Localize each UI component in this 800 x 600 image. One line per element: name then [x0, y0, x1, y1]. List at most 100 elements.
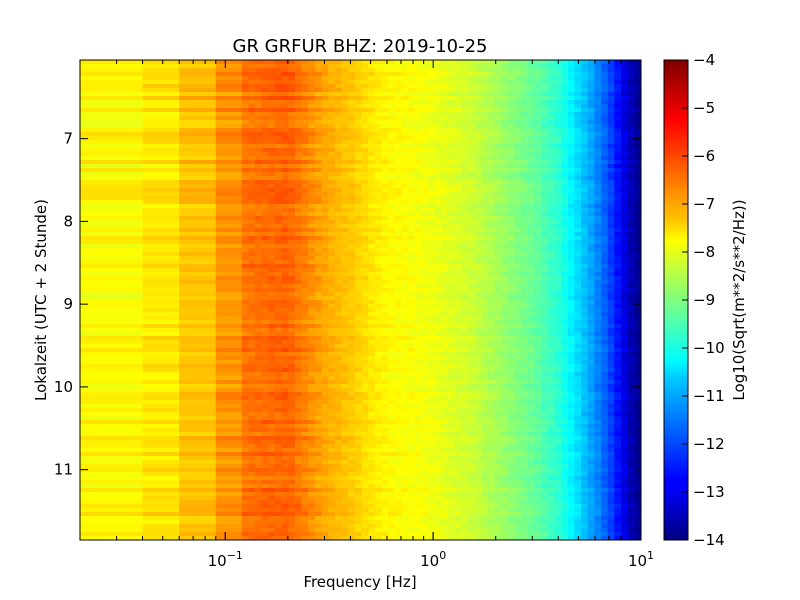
heatmap-cell — [514, 108, 522, 113]
heatmap-cell — [527, 172, 536, 177]
heatmap-cell — [621, 320, 629, 325]
heatmap-cell — [308, 164, 316, 169]
heatmap-cell — [454, 124, 462, 129]
heatmap-cell — [448, 276, 456, 281]
heatmap-cell — [348, 168, 356, 173]
heatmap-cell — [394, 288, 403, 293]
heatmap-cell — [494, 292, 502, 297]
heatmap-cell — [361, 84, 369, 89]
heatmap-cell — [248, 280, 256, 285]
heatmap-cell — [461, 208, 469, 213]
heatmap-cell — [507, 304, 516, 309]
heatmap-cell — [587, 292, 596, 297]
heatmap-cell — [601, 132, 609, 137]
heatmap-cell — [621, 188, 629, 193]
heatmap-cell — [481, 216, 489, 221]
heatmap-cell — [394, 248, 403, 253]
heatmap-cell — [634, 140, 641, 145]
heatmap-cell — [454, 132, 462, 137]
heatmap-cell — [461, 136, 469, 141]
heatmap-cell — [627, 160, 635, 165]
heatmap-cell — [401, 168, 409, 173]
heatmap-cell — [268, 172, 276, 177]
heatmap-cell — [621, 348, 629, 353]
heatmap-cell — [507, 108, 516, 113]
heatmap-cell — [381, 96, 389, 101]
heatmap-cell — [614, 156, 622, 161]
heatmap-cell — [428, 248, 436, 253]
heatmap-cell — [494, 164, 502, 169]
heatmap-cell — [301, 88, 309, 93]
heatmap-cell — [348, 352, 356, 357]
heatmap-cell — [448, 200, 456, 205]
heatmap-cell — [368, 92, 376, 97]
heatmap-cell — [348, 104, 356, 109]
heatmap-cell — [275, 264, 283, 269]
heatmap-cell — [601, 288, 609, 293]
heatmap-cell — [614, 280, 622, 285]
heatmap-cell — [428, 252, 436, 257]
heatmap-cell — [394, 360, 403, 365]
heatmap-cell — [179, 68, 217, 73]
heatmap-cell — [467, 208, 476, 213]
heatmap-cell — [368, 196, 376, 201]
heatmap-cell — [467, 352, 476, 357]
heatmap-cell — [454, 96, 462, 101]
heatmap-cell — [507, 100, 516, 105]
heatmap-cell — [467, 244, 476, 249]
heatmap-cell — [541, 248, 549, 253]
heatmap-cell — [501, 360, 509, 365]
heatmap-cell — [368, 132, 376, 137]
heatmap-cell — [527, 328, 536, 333]
heatmap-cell — [241, 84, 249, 89]
heatmap-cell — [255, 88, 263, 93]
heatmap-cell — [507, 236, 516, 241]
heatmap-cell — [142, 320, 180, 325]
heatmap-cell — [179, 120, 217, 125]
heatmap-cell — [294, 144, 303, 149]
heatmap-cell — [627, 328, 635, 333]
heatmap-cell — [281, 104, 289, 109]
heatmap-cell — [255, 112, 263, 117]
heatmap-cell — [354, 212, 363, 217]
heatmap-cell — [261, 120, 269, 125]
heatmap-cell — [541, 348, 549, 353]
heatmap-cell — [275, 300, 283, 305]
heatmap-cell — [275, 344, 283, 349]
heatmap-cell — [587, 152, 596, 157]
heatmap-cell — [521, 316, 529, 321]
heatmap-cell — [467, 108, 476, 113]
heatmap-cell — [428, 188, 436, 193]
heatmap-cell — [554, 364, 562, 369]
heatmap-cell — [534, 228, 542, 233]
heatmap-cell — [607, 196, 615, 201]
heatmap-cell — [554, 128, 562, 133]
heatmap-cell — [501, 240, 509, 245]
heatmap-cell — [368, 164, 376, 169]
heatmap-cell — [441, 108, 449, 113]
heatmap-cell — [281, 84, 289, 89]
heatmap-cell — [541, 224, 549, 229]
heatmap-cell — [179, 288, 217, 293]
heatmap-cell — [534, 212, 542, 217]
heatmap-cell — [294, 112, 303, 117]
heatmap-cell — [441, 228, 449, 233]
heatmap-cell — [421, 72, 429, 77]
heatmap-cell — [614, 240, 622, 245]
heatmap-cell — [581, 248, 589, 253]
heatmap-cell — [541, 288, 549, 293]
heatmap-cell — [301, 104, 309, 109]
heatmap-cell — [501, 180, 509, 185]
heatmap-cell — [268, 212, 276, 217]
heatmap-cell — [634, 252, 641, 257]
heatmap-cell — [421, 176, 429, 181]
heatmap-cell — [294, 100, 303, 105]
heatmap-cell — [388, 236, 396, 241]
heatmap-cell — [507, 284, 516, 289]
heatmap-cell — [534, 244, 542, 249]
heatmap-cell — [441, 104, 449, 109]
heatmap-cell — [527, 320, 536, 325]
heatmap-cell — [215, 272, 243, 277]
heatmap-cell — [587, 248, 596, 253]
heatmap-cell — [587, 76, 596, 81]
